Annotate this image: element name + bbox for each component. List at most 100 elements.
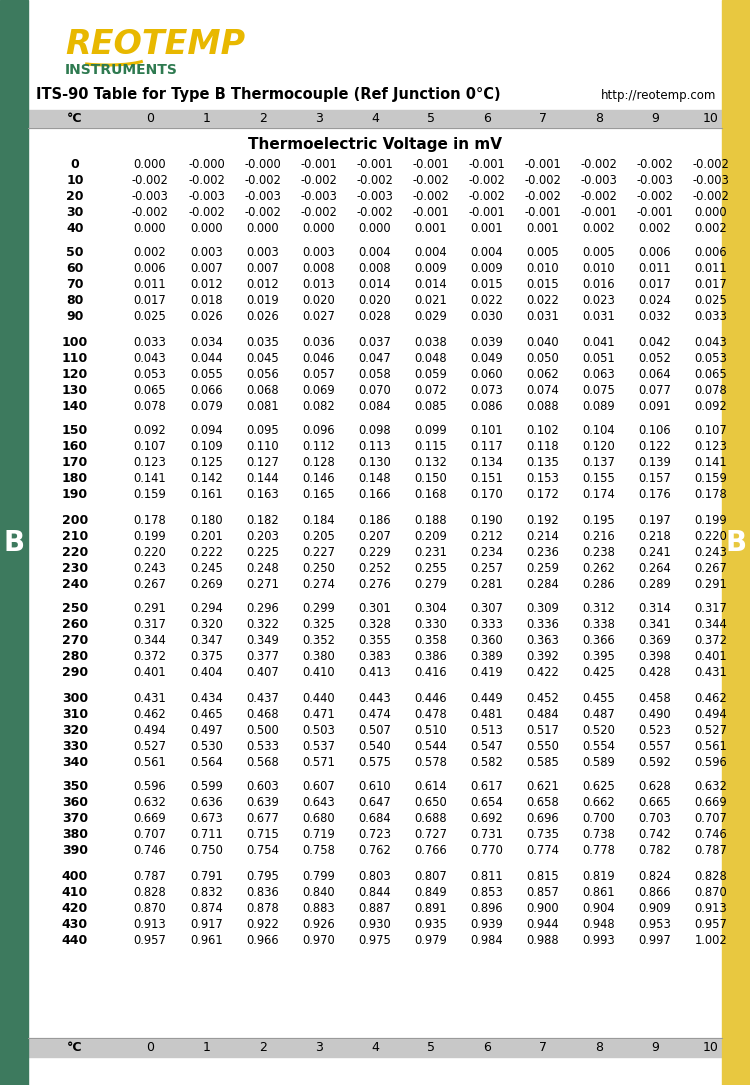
Text: 440: 440 (62, 933, 88, 946)
Text: 0.180: 0.180 (190, 513, 224, 526)
Text: 0.006: 0.006 (134, 263, 166, 276)
Text: 0.243: 0.243 (134, 562, 166, 574)
Text: 0.002: 0.002 (694, 221, 728, 234)
Text: 0.123: 0.123 (694, 441, 728, 454)
Text: 0.234: 0.234 (470, 546, 503, 559)
Text: 0.673: 0.673 (190, 813, 224, 826)
Text: 0.012: 0.012 (247, 279, 279, 292)
Text: 0.042: 0.042 (638, 335, 671, 348)
Text: 0.043: 0.043 (694, 335, 728, 348)
Text: 0.170: 0.170 (471, 488, 503, 501)
Text: 0.948: 0.948 (583, 918, 615, 931)
Text: 370: 370 (62, 813, 88, 826)
Text: 40: 40 (66, 221, 84, 234)
Text: 0.296: 0.296 (247, 602, 279, 615)
Text: INSTRUMENTS: INSTRUMENTS (65, 63, 178, 77)
Text: 0.172: 0.172 (526, 488, 560, 501)
Text: 0.015: 0.015 (471, 279, 503, 292)
Text: 0.122: 0.122 (638, 441, 671, 454)
Text: 0.026: 0.026 (190, 310, 224, 323)
Text: 0.281: 0.281 (471, 577, 503, 590)
Text: 0.238: 0.238 (583, 546, 616, 559)
Text: 0.040: 0.040 (526, 335, 560, 348)
Text: 0.369: 0.369 (638, 635, 671, 648)
Text: 0.074: 0.074 (526, 383, 560, 396)
Text: 0.866: 0.866 (639, 885, 671, 898)
Text: 0.861: 0.861 (583, 885, 615, 898)
Text: 0.599: 0.599 (190, 780, 224, 793)
Text: 0.047: 0.047 (358, 352, 392, 365)
Text: 0.011: 0.011 (694, 263, 728, 276)
Text: 0.279: 0.279 (415, 577, 448, 590)
Text: 1: 1 (203, 1041, 211, 1054)
Text: 0.271: 0.271 (247, 577, 280, 590)
Text: 250: 250 (62, 602, 88, 615)
Text: 0.913: 0.913 (694, 902, 728, 915)
Text: 0.021: 0.021 (415, 294, 447, 307)
Text: 0.636: 0.636 (190, 796, 224, 809)
Text: 0.336: 0.336 (526, 618, 560, 631)
Text: 0.926: 0.926 (302, 918, 335, 931)
Text: 0.395: 0.395 (583, 651, 616, 664)
Text: ITS-90 Table for Type B Thermocouple (Ref Junction 0°C): ITS-90 Table for Type B Thermocouple (Re… (36, 88, 501, 102)
Text: 0.715: 0.715 (247, 829, 280, 842)
Text: 0.053: 0.053 (694, 352, 728, 365)
Text: 0.066: 0.066 (190, 383, 224, 396)
Text: 0.997: 0.997 (638, 933, 671, 946)
Text: 0.314: 0.314 (638, 602, 671, 615)
Text: 0.766: 0.766 (415, 844, 447, 857)
Text: 0.596: 0.596 (134, 780, 166, 793)
Text: 0.782: 0.782 (638, 844, 671, 857)
Text: 0.178: 0.178 (134, 513, 166, 526)
Text: 0.250: 0.250 (302, 562, 335, 574)
Text: 0.159: 0.159 (134, 488, 166, 501)
Text: 10: 10 (66, 174, 84, 187)
Text: -0.002: -0.002 (524, 174, 562, 187)
Text: 0.014: 0.014 (415, 279, 447, 292)
Text: 0.707: 0.707 (694, 813, 728, 826)
Text: 0.050: 0.050 (526, 352, 560, 365)
Text: 0.874: 0.874 (190, 902, 224, 915)
Text: 0.092: 0.092 (694, 399, 728, 412)
Text: 0.025: 0.025 (694, 294, 728, 307)
Text: -0.003: -0.003 (131, 190, 169, 203)
Text: 0.005: 0.005 (583, 246, 615, 259)
Text: 330: 330 (62, 740, 88, 753)
Text: 0.033: 0.033 (694, 310, 728, 323)
Text: 0.853: 0.853 (470, 885, 503, 898)
Text: 0.220: 0.220 (134, 546, 166, 559)
Text: 0.684: 0.684 (358, 813, 392, 826)
Text: 0: 0 (146, 1041, 154, 1054)
Text: -0.003: -0.003 (356, 190, 394, 203)
Text: 0.372: 0.372 (694, 635, 728, 648)
Text: 0.110: 0.110 (247, 441, 279, 454)
Text: 0.658: 0.658 (526, 796, 560, 809)
Text: 0.844: 0.844 (358, 885, 392, 898)
Text: 0.075: 0.075 (583, 383, 616, 396)
Text: 0.004: 0.004 (471, 246, 503, 259)
Text: -0.002: -0.002 (188, 174, 226, 187)
Text: 0.578: 0.578 (415, 755, 448, 768)
Text: 0.360: 0.360 (471, 635, 503, 648)
Text: -0.003: -0.003 (580, 174, 617, 187)
Text: 0.081: 0.081 (247, 399, 279, 412)
Text: 0.284: 0.284 (526, 577, 560, 590)
Text: 0.891: 0.891 (415, 902, 447, 915)
Text: 0.095: 0.095 (247, 424, 279, 437)
Text: 0.462: 0.462 (134, 707, 166, 720)
Text: 0.341: 0.341 (638, 618, 671, 631)
Text: 0.006: 0.006 (694, 246, 728, 259)
Text: -0.003: -0.003 (301, 190, 338, 203)
Text: -0.002: -0.002 (524, 190, 562, 203)
Text: 0.984: 0.984 (471, 933, 503, 946)
Text: -0.002: -0.002 (637, 157, 674, 170)
Text: 0.966: 0.966 (247, 933, 279, 946)
Text: 0.011: 0.011 (134, 279, 166, 292)
Text: 0.500: 0.500 (247, 724, 279, 737)
Text: 0.738: 0.738 (583, 829, 616, 842)
Text: 0.828: 0.828 (694, 869, 728, 882)
Text: 0.344: 0.344 (694, 618, 728, 631)
Text: 0.312: 0.312 (583, 602, 616, 615)
Text: 0.058: 0.058 (358, 368, 392, 381)
Text: 8: 8 (595, 1041, 603, 1054)
